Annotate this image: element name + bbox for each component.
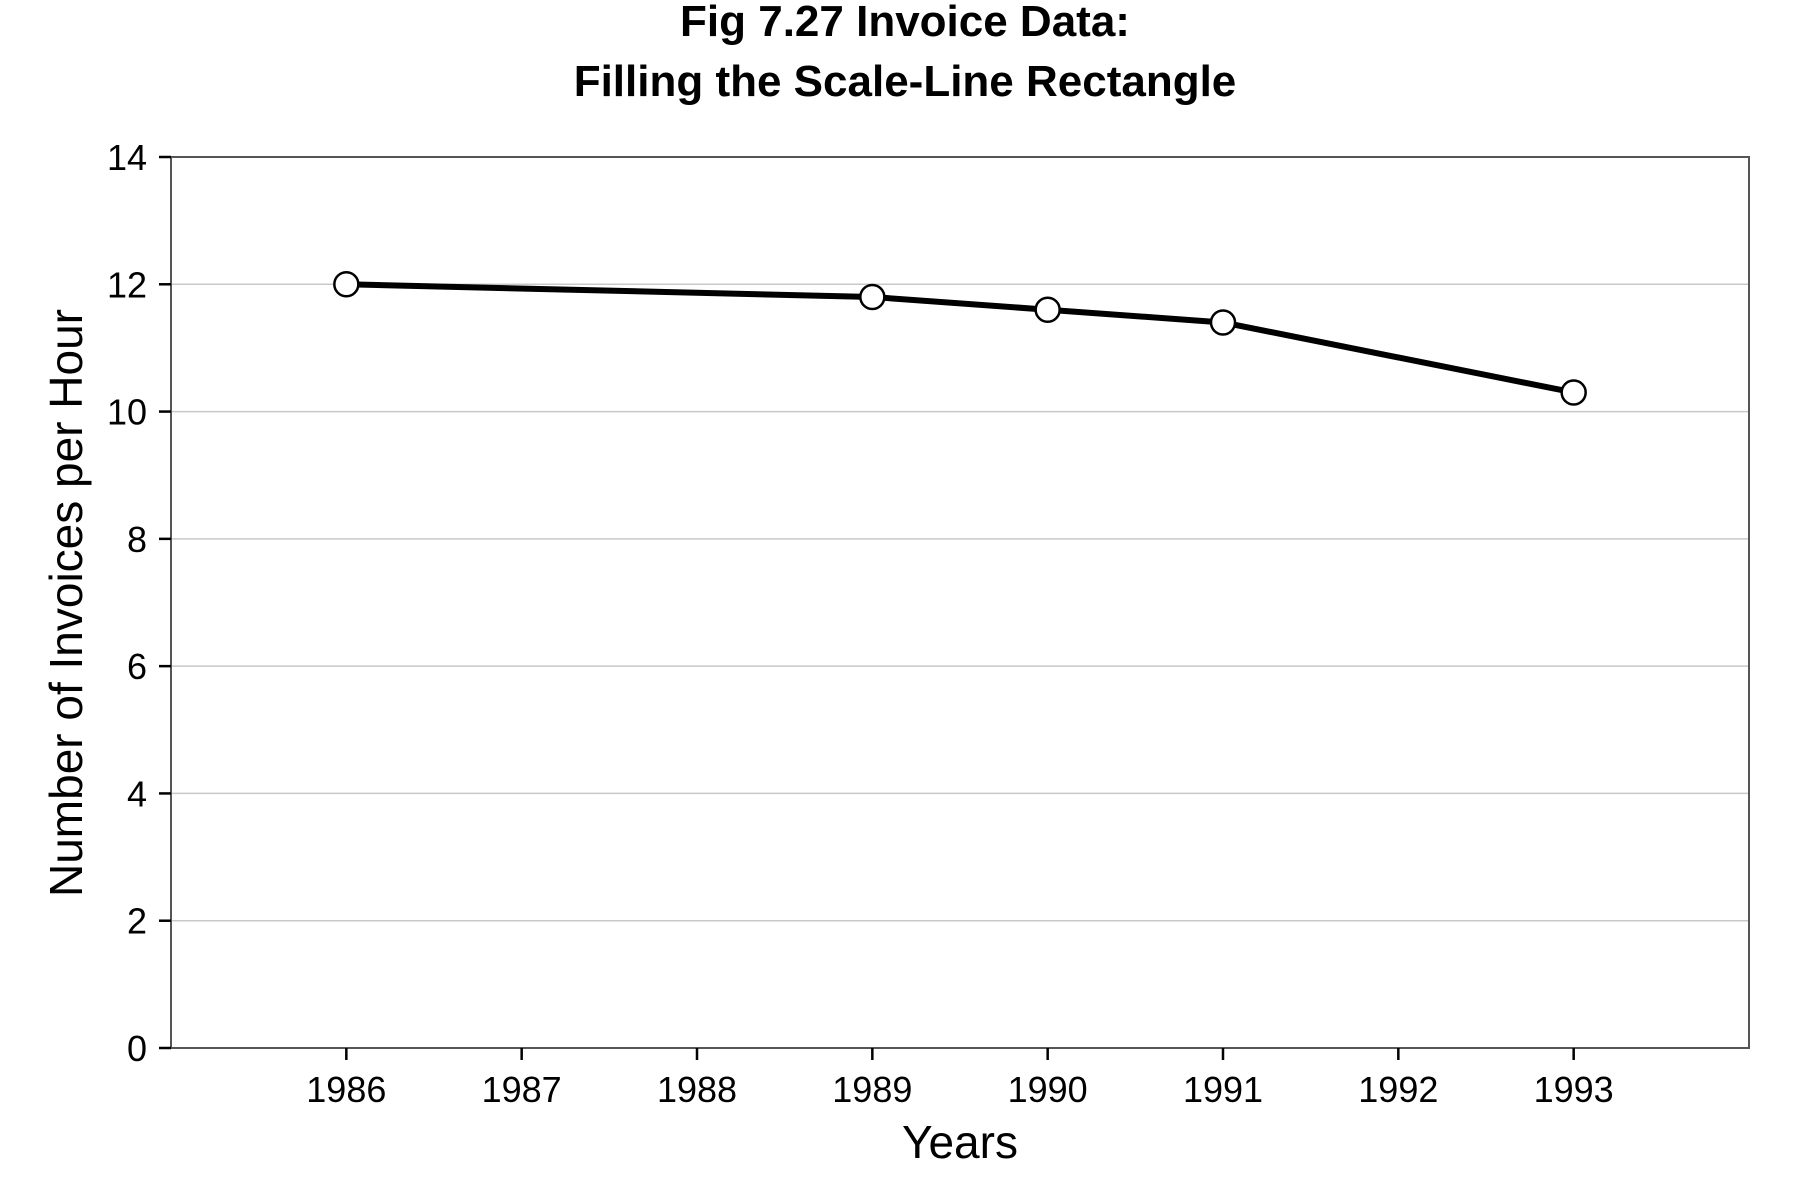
- x-tick-label-1989: 1989: [832, 1069, 912, 1110]
- y-tick-label-6: 6: [127, 646, 147, 687]
- x-tick-label-1993: 1993: [1534, 1069, 1614, 1110]
- data-point-1989: [860, 285, 884, 309]
- y-tick-label-0: 0: [127, 1028, 147, 1069]
- x-tick-label-1990: 1990: [1008, 1069, 1088, 1110]
- series-layer: [334, 272, 1585, 404]
- y-tick-label-12: 12: [107, 264, 147, 305]
- y-tick-label-10: 10: [107, 392, 147, 433]
- y-tick-label-8: 8: [127, 519, 147, 560]
- data-point-1986: [334, 272, 358, 296]
- x-tick-label-1992: 1992: [1358, 1069, 1438, 1110]
- x-axis-label: Years: [902, 1116, 1018, 1168]
- series-line-0: [346, 284, 1573, 392]
- y-tick-label-4: 4: [127, 773, 147, 814]
- y-axis-label: Number of Invoices per Hour: [40, 309, 92, 897]
- plot-frame: [171, 157, 1749, 1048]
- x-tick-label-1991: 1991: [1183, 1069, 1263, 1110]
- y-tick-label-14: 14: [107, 137, 147, 178]
- data-point-1993: [1562, 380, 1586, 404]
- data-point-1990: [1036, 298, 1060, 322]
- x-tick-label-1986: 1986: [306, 1069, 386, 1110]
- chart-title: Fig 7.27 Invoice Data:: [680, 0, 1130, 46]
- y-axis: 0 2 4 6 8 10 12 14: [107, 137, 171, 1069]
- y-tick-label-2: 2: [127, 901, 147, 942]
- x-tick-label-1987: 1987: [482, 1069, 562, 1110]
- x-axis: 1986 1987 1988 1989 1990 1991 1992 1993: [306, 1048, 1613, 1110]
- data-point-1991: [1211, 310, 1235, 334]
- x-tick-label-1988: 1988: [657, 1069, 737, 1110]
- chart-subtitle: Filling the Scale-Line Rectangle: [574, 57, 1237, 106]
